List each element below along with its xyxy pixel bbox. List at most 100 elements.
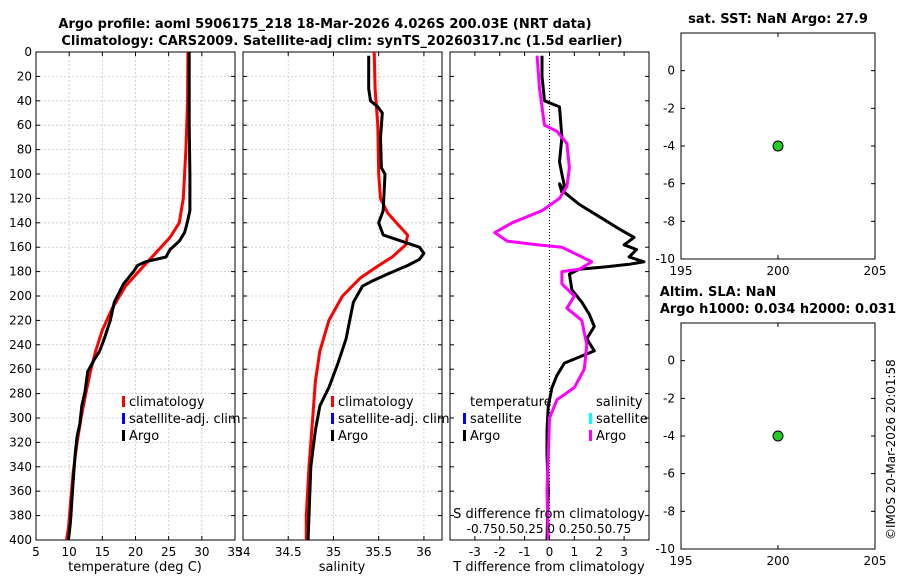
x-tick-label: 20: [128, 545, 143, 559]
series-line-argo: [306, 55, 426, 541]
y-tick-label: 180: [9, 265, 32, 279]
y-tick-label: 0: [24, 45, 32, 59]
y-tick-label: 200: [9, 289, 32, 303]
x-tick-label: 5: [32, 545, 40, 559]
legend-label-s-argo: Argo: [596, 429, 626, 444]
y-tick-label: 320: [9, 435, 32, 449]
legend-swatch-satellite-adj: [331, 413, 334, 424]
legend-swatch-argo: [331, 430, 334, 441]
legend-swatch-satellite-adj: [122, 413, 125, 424]
difference-xlabel: T difference from climatology: [452, 560, 645, 575]
legend-swatch-climatology: [122, 396, 125, 407]
salinity-legend: climatology satellite-adj. clim Argo: [331, 395, 450, 444]
temperature-legend: climatology satellite-adj. clim Argo: [122, 395, 241, 444]
x-tick-label: 35.5: [365, 545, 392, 559]
x-tick-label: 200: [767, 264, 790, 278]
argo-position-marker: [772, 430, 784, 442]
s-difference-xlabel: S difference from climatology: [453, 507, 645, 522]
x-tick-label: -2: [494, 545, 506, 559]
y-tick-label: 0: [667, 64, 675, 78]
legend-label-satellite-adj: satellite-adj. clim: [129, 412, 241, 427]
y-tick-label: 40: [17, 94, 32, 108]
x-tick-label: 205: [864, 264, 887, 278]
legend-label-t-argo: Argo: [470, 429, 500, 444]
legend-swatch-climatology: [331, 396, 334, 407]
y-tick-label: 120: [9, 191, 32, 205]
y-tick-label: 300: [9, 411, 32, 425]
x-tick-label: 2: [595, 545, 603, 559]
salinity-xlabel: salinity: [319, 560, 366, 575]
x-tick-label: 3: [620, 545, 628, 559]
x-tick-label: -1: [519, 545, 531, 559]
legend-swatch-t-argo: [463, 430, 466, 441]
series-line-climatology: [304, 51, 410, 540]
main-title-line2: Climatology: CARS2009. Satellite-adj cli…: [61, 34, 622, 49]
argo-position-marker: [772, 140, 784, 152]
y-tick-label: 60: [17, 118, 32, 132]
y-tick-label: 260: [9, 362, 32, 376]
y-tick-label: 80: [17, 143, 32, 157]
legend-swatch-s-argo: [589, 430, 592, 441]
y-tick-label: 160: [9, 240, 32, 254]
legend-label-argo: Argo: [129, 429, 159, 444]
y-tick-label: -10: [655, 252, 675, 266]
y-tick-label: 400: [9, 533, 32, 547]
x-tick-label: 35: [326, 545, 341, 559]
x-tick-label: 35: [227, 545, 242, 559]
y-tick-label: -2: [663, 391, 675, 405]
y-tick-label: 0: [667, 354, 675, 368]
sla-title-line1: Altim. SLA: NaN: [660, 285, 776, 300]
y-tick-label: 280: [9, 387, 32, 401]
x-tick-label: 195: [670, 554, 693, 568]
x-tick-label: 15: [95, 545, 110, 559]
sla-panel: Altim. SLA: NaN Argo h1000: 0.034 h2000:…: [655, 285, 896, 568]
y-tick-label: -10: [655, 542, 675, 556]
y-tick-label: -4: [663, 429, 675, 443]
y-tick-label: -2: [663, 101, 675, 115]
series-line-argo: [67, 52, 192, 541]
legend-label-climatology: climatology: [129, 395, 205, 410]
temperature-panel: 0 20 40 60 80 100 120 140 160 180 200 220 240 260 280 3…: [9, 45, 243, 575]
x-tick-label: 205: [864, 554, 887, 568]
x-tick-label: 1: [571, 545, 579, 559]
salinity-panel: 34 34.5 35 35.5 36 salinity climatology sate…: [235, 51, 450, 575]
legend-title-salinity: salinity: [596, 395, 643, 410]
y-tick-label: 340: [9, 460, 32, 474]
difference-panel: -3 -2 -1 0 1 2 3 T difference from climatology…: [449, 51, 650, 575]
x-tick-label: 36: [416, 545, 431, 559]
y-tick-label: 360: [9, 484, 32, 498]
y-tick-label: 220: [9, 313, 32, 327]
legend-swatch-argo: [122, 430, 125, 441]
legend-swatch-t-satellite: [463, 413, 466, 424]
x-tick-label: -3: [469, 545, 481, 559]
sst-panel: sat. SST: NaN Argo: 27.9 0 -2 -4 -6 -8 -10195…: [655, 12, 886, 278]
temperature-xlabel: temperature (deg C): [68, 560, 202, 575]
series-line-t-argo-clim: [540, 55, 646, 541]
sst-title: sat. SST: NaN Argo: 27.9: [688, 12, 868, 27]
x-tick-label: 34: [235, 545, 250, 559]
x-tick-label: 25: [161, 545, 176, 559]
y-tick-label: -8: [663, 504, 675, 518]
x-tick-label: 0: [546, 545, 554, 559]
sla-title-line2: Argo h1000: 0.034 h2000: 0.031: [660, 302, 896, 317]
x-tick-label: 10: [62, 545, 77, 559]
legend-label-climatology: climatology: [338, 395, 414, 410]
x-tick-label: 200: [767, 554, 790, 568]
series-line-s-argo-clim: [493, 55, 594, 541]
x-tick-label: 195: [670, 264, 693, 278]
x-tick-label: 34.5: [275, 545, 302, 559]
y-tick-label: -4: [663, 139, 675, 153]
y-tick-label: -6: [663, 467, 675, 481]
y-tick-label: 380: [9, 509, 32, 523]
y-tick-label: 100: [9, 167, 32, 181]
legend-label-t-satellite: satellite: [470, 412, 522, 427]
legend-title-temperature: temperature: [470, 395, 552, 410]
y-tick-label: -8: [663, 214, 675, 228]
s-difference-ticklabels: -0.750.50.25 0 0.250.50.75: [467, 522, 632, 536]
y-tick-label: 20: [17, 69, 32, 83]
imos-credit: ©IMOS 20-Mar-2026 20:01:58: [884, 359, 898, 540]
legend-label-argo: Argo: [338, 429, 368, 444]
legend-swatch-s-satellite: [589, 413, 592, 424]
y-tick-label: -6: [663, 177, 675, 191]
